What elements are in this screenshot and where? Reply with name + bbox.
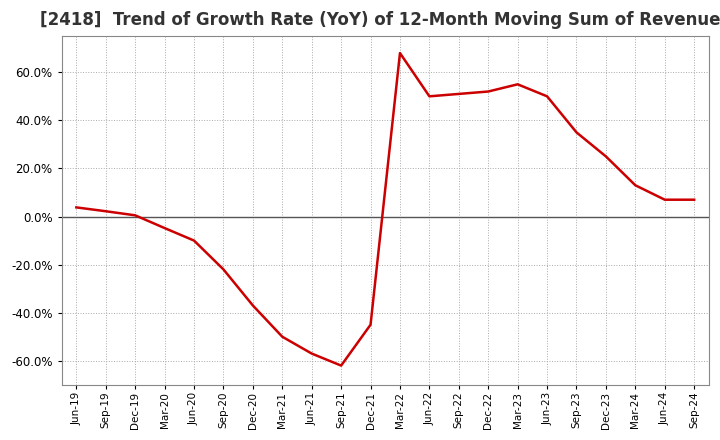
Title: [2418]  Trend of Growth Rate (YoY) of 12-Month Moving Sum of Revenues: [2418] Trend of Growth Rate (YoY) of 12-…: [40, 11, 720, 29]
